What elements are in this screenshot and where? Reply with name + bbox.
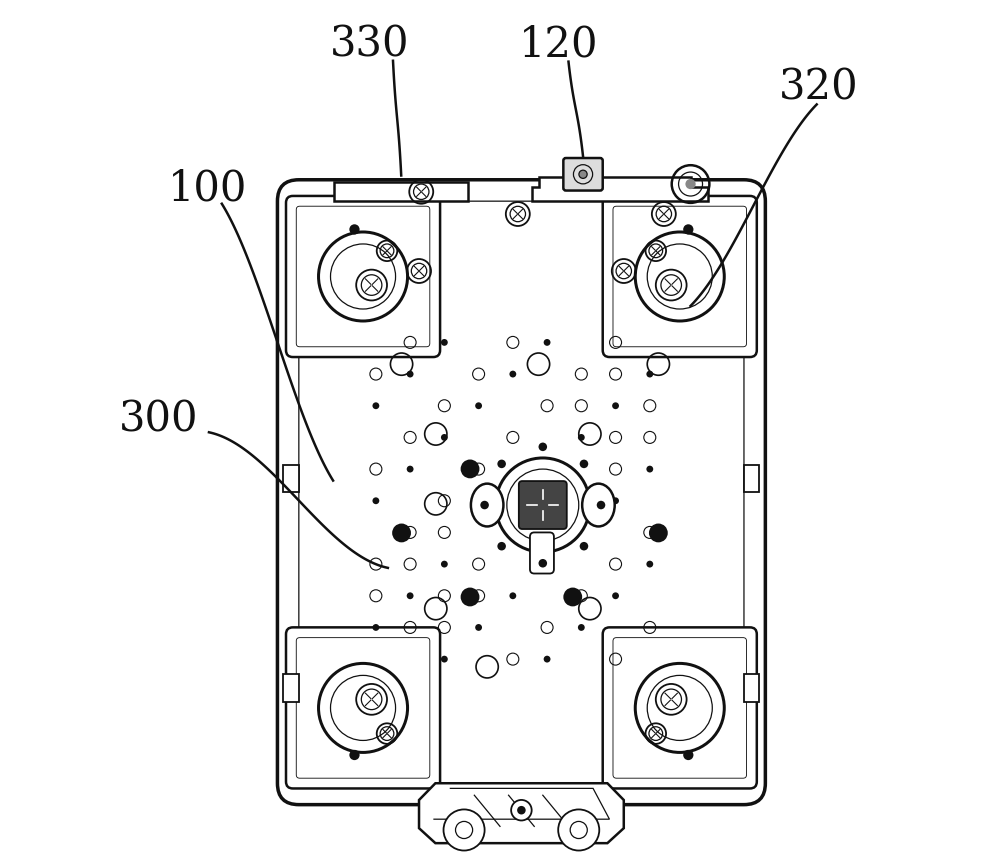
Circle shape [372, 402, 379, 409]
Circle shape [372, 497, 379, 504]
Circle shape [392, 524, 411, 543]
Polygon shape [419, 783, 624, 843]
Circle shape [570, 822, 587, 839]
Circle shape [612, 402, 619, 409]
Circle shape [480, 501, 489, 509]
Polygon shape [532, 177, 708, 201]
Circle shape [558, 810, 599, 851]
Text: 300: 300 [119, 398, 199, 441]
Circle shape [444, 810, 485, 851]
Circle shape [646, 466, 653, 473]
Circle shape [509, 371, 516, 377]
Circle shape [517, 806, 526, 815]
Circle shape [539, 559, 547, 568]
Circle shape [441, 434, 448, 441]
Circle shape [646, 371, 653, 377]
Circle shape [407, 466, 414, 473]
Circle shape [441, 656, 448, 663]
FancyBboxPatch shape [603, 196, 757, 357]
Circle shape [475, 624, 482, 631]
Circle shape [441, 339, 448, 346]
Circle shape [372, 624, 379, 631]
Circle shape [349, 224, 360, 235]
Circle shape [407, 592, 414, 599]
Ellipse shape [471, 484, 503, 526]
Text: 120: 120 [518, 23, 598, 66]
FancyBboxPatch shape [603, 627, 757, 788]
Circle shape [461, 460, 479, 479]
FancyBboxPatch shape [563, 158, 603, 191]
Circle shape [497, 542, 506, 550]
Circle shape [509, 592, 516, 599]
Circle shape [511, 800, 532, 820]
Circle shape [597, 501, 605, 509]
Circle shape [544, 656, 551, 663]
FancyBboxPatch shape [286, 196, 440, 357]
Circle shape [578, 624, 585, 631]
Circle shape [649, 524, 668, 543]
Circle shape [683, 750, 693, 760]
Circle shape [475, 402, 482, 409]
Circle shape [407, 371, 414, 377]
Circle shape [685, 179, 696, 189]
FancyBboxPatch shape [519, 481, 567, 529]
Circle shape [579, 170, 587, 178]
Circle shape [461, 587, 479, 606]
FancyBboxPatch shape [530, 532, 554, 574]
Circle shape [646, 561, 653, 568]
Circle shape [580, 460, 588, 468]
Circle shape [612, 497, 619, 504]
Circle shape [349, 750, 360, 760]
Bar [283, 675, 299, 702]
Bar [283, 465, 299, 492]
Circle shape [497, 460, 506, 468]
Circle shape [578, 434, 585, 441]
Circle shape [612, 592, 619, 599]
Bar [744, 675, 759, 702]
Circle shape [456, 822, 473, 839]
Bar [334, 182, 468, 201]
Ellipse shape [582, 484, 615, 526]
Circle shape [544, 339, 551, 346]
Circle shape [683, 224, 693, 235]
Text: 330: 330 [330, 23, 410, 66]
Circle shape [441, 561, 448, 568]
Bar [744, 465, 759, 492]
Text: 100: 100 [168, 167, 247, 210]
Circle shape [539, 443, 547, 451]
Circle shape [580, 542, 588, 550]
Circle shape [563, 587, 582, 606]
FancyBboxPatch shape [277, 180, 765, 805]
Text: 320: 320 [779, 66, 858, 109]
FancyBboxPatch shape [286, 627, 440, 788]
